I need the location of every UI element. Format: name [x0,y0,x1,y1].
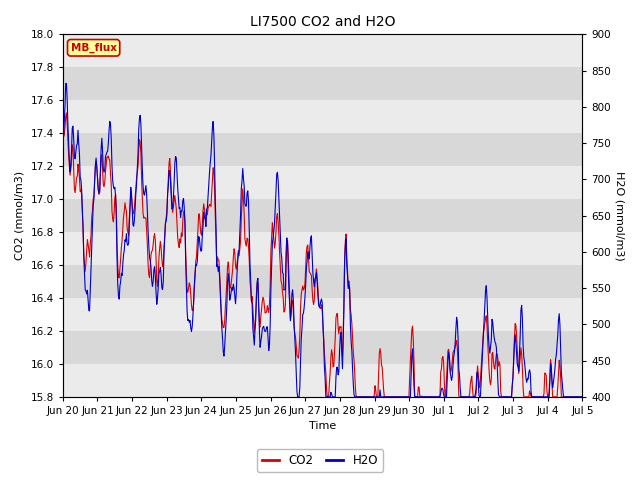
Text: MB_flux: MB_flux [70,43,116,53]
X-axis label: Time: Time [309,421,336,432]
Bar [63,35,582,67]
Legend: CO2, H2O: CO2, H2O [257,449,383,472]
Title: LI7500 CO2 and H2O: LI7500 CO2 and H2O [250,15,396,29]
Bar [63,232,582,265]
Bar [63,298,582,331]
Bar [63,364,582,397]
Y-axis label: CO2 (mmol/m3): CO2 (mmol/m3) [15,171,25,260]
Bar [63,166,582,199]
Y-axis label: H2O (mmol/m3): H2O (mmol/m3) [615,171,625,261]
Bar [63,100,582,133]
